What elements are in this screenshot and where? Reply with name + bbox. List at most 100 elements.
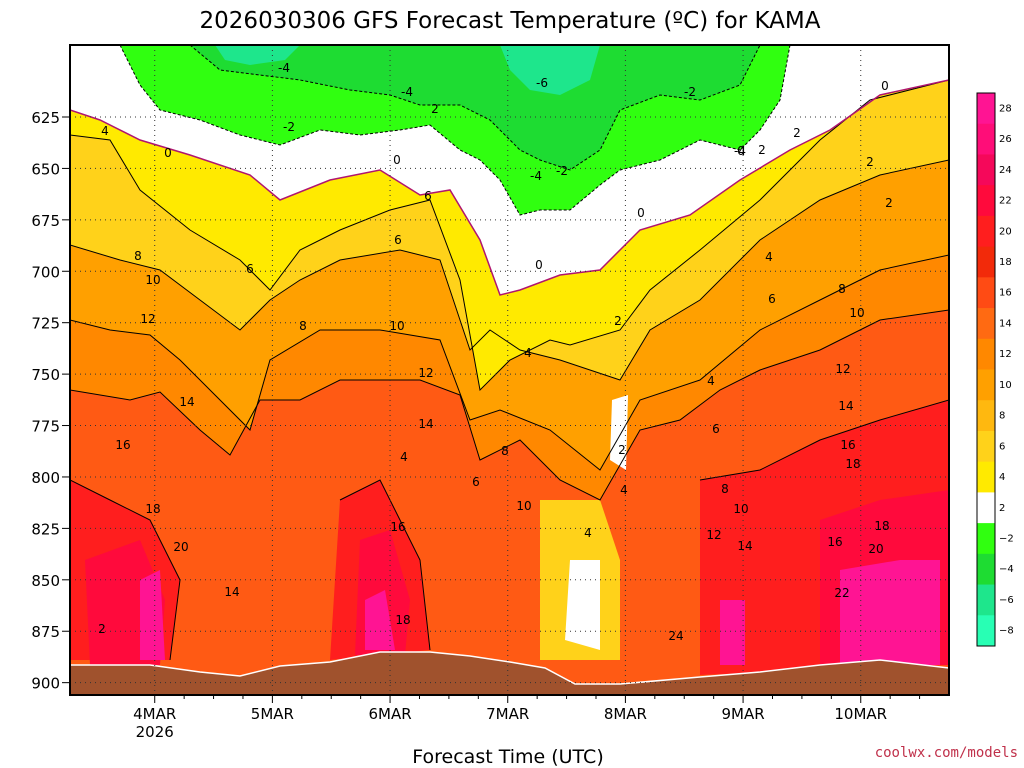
contour-label: 24 [668, 629, 683, 643]
colorbar-swatch [977, 492, 995, 524]
x-tick-label: 4MAR [133, 705, 176, 723]
contour-label: 2 [431, 102, 439, 116]
contour-label: 2 [614, 314, 622, 328]
colorbar-label: −2 [999, 533, 1014, 544]
y-tick-label: 775 [31, 418, 60, 436]
contour-label: 8 [134, 249, 142, 263]
contour-16 [70, 479, 181, 661]
colorbar-swatch [977, 369, 995, 401]
contour-label: 4 [707, 374, 715, 388]
band-24-b [365, 590, 395, 650]
colorbar-label: 18 [999, 257, 1012, 268]
x-axis-label: Forecast Time (UTC) [412, 746, 603, 768]
contour-minus4 [189, 45, 761, 171]
colorbar-swatch [977, 461, 995, 493]
contour-label: 18 [845, 457, 860, 471]
colorbar-label: −4 [999, 564, 1014, 575]
contour-label: 0 [637, 206, 645, 220]
x-tick-label: 7MAR [486, 705, 529, 723]
contour-4 [70, 159, 949, 381]
contour-minus2 [119, 45, 791, 216]
chart-title: 2026030306 GFS Forecast Temperature (ºC)… [200, 8, 821, 34]
colorbar-swatch [977, 154, 995, 186]
colorbar-label: 2 [999, 503, 1005, 514]
band-white-pocket [565, 560, 600, 650]
contour-label: 2 [98, 622, 106, 636]
contour-label: 12 [418, 366, 433, 380]
contour-label: -4 [278, 61, 290, 75]
contour-label: 14 [418, 417, 433, 431]
contour-label: 18 [145, 502, 160, 516]
x-tick-label: 8MAR [604, 705, 647, 723]
colorbar-label: 12 [999, 349, 1012, 360]
contour-label: 18 [874, 519, 889, 533]
colorbar-label: 28 [999, 103, 1012, 114]
contour-label: 20 [868, 542, 883, 556]
band-minus6b [215, 45, 300, 65]
band-minus4 [190, 45, 760, 170]
contour-label: 10 [516, 499, 531, 513]
contour-label: 0 [393, 153, 401, 167]
contour-label: -2 [283, 120, 295, 134]
y-tick-label: 875 [31, 623, 60, 641]
colorbar-swatch [977, 246, 995, 278]
x-year-label: 2026 [136, 723, 174, 741]
contour-12 [70, 309, 949, 501]
band-24-d [720, 600, 745, 665]
contour-negative [119, 45, 791, 216]
contour-label: -4 [401, 85, 413, 99]
contour-label: 4 [620, 483, 628, 497]
contour-label: 6 [424, 189, 432, 203]
y-tick-label: 725 [31, 315, 60, 333]
colorbar: 28 26 24 22 20 18 16 14 12 10 8 6 4 2 −2 −4 −6 −8 [976, 92, 1014, 647]
y-axis: 625 650 675 700 725 750 775 800 825 850 875 900 [31, 109, 70, 693]
contour-label: 16 [840, 438, 855, 452]
colorbar-swatch [977, 185, 995, 217]
contour-label: 10 [849, 306, 864, 320]
contour-label: -2 [684, 85, 696, 99]
contour-label: 2 [866, 155, 874, 169]
x-tick-label: 6MAR [368, 705, 411, 723]
contour-label: 12 [835, 362, 850, 376]
contour-label: 20 [173, 540, 188, 554]
colorbar-swatch [977, 93, 995, 125]
x-tick-label: 9MAR [721, 705, 764, 723]
contour-label: 4 [400, 450, 408, 464]
contour-label: 14 [224, 585, 239, 599]
contour-label: 6 [472, 475, 480, 489]
contour-label: 2 [885, 196, 893, 210]
y-tick-label: 650 [31, 160, 60, 178]
contour-label: 18 [395, 613, 410, 627]
colorbar-swatch [977, 123, 995, 155]
band-24-c [840, 560, 940, 665]
contour-2 [70, 79, 949, 392]
y-tick-label: 800 [31, 469, 60, 487]
colorbar-label: 10 [999, 380, 1012, 391]
ground-terrain [70, 651, 949, 695]
contour-label: 14 [838, 399, 853, 413]
contour-16-right [699, 399, 949, 481]
colorbar-swatch [977, 523, 995, 555]
contour-label: 8 [299, 319, 307, 333]
contour-label: 10 [145, 273, 160, 287]
contour-label: 6 [712, 422, 720, 436]
colorbar-swatch [977, 400, 995, 432]
contour-label: 2 [758, 143, 766, 157]
colorbar-label: 16 [999, 288, 1012, 299]
contour-label: 6 [768, 292, 776, 306]
contour-label: 0 [535, 258, 543, 272]
colorbar-label: 14 [999, 318, 1012, 329]
x-tick-label: 5MAR [251, 705, 294, 723]
contour-label: 14 [179, 395, 194, 409]
contour-label: 6 [246, 262, 254, 276]
contour-label: 4 [101, 124, 109, 138]
colorbar-label: 26 [999, 134, 1012, 145]
contour-label: 22 [834, 586, 849, 600]
contour-label: 2 [618, 443, 626, 457]
contour-lines [70, 79, 949, 661]
contour-label: -4 [530, 169, 542, 183]
contour-label: 12 [706, 528, 721, 542]
colorbar-frame [976, 92, 996, 647]
contour-label: 0 [737, 144, 745, 158]
